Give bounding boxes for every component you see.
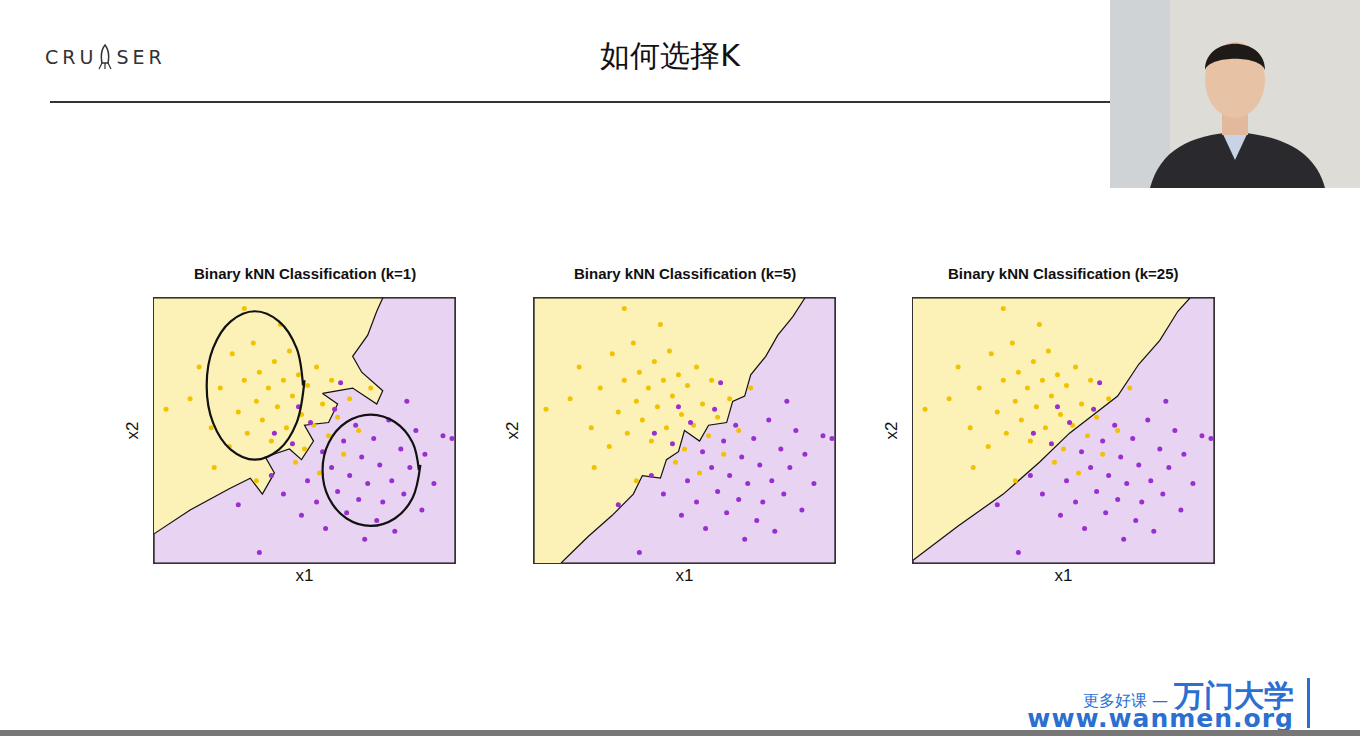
svg-text:Binary kNN Classification (k=2: Binary kNN Classification (k=25) bbox=[948, 265, 1179, 282]
svg-text:x1: x1 bbox=[296, 566, 314, 585]
html-text:www.wanmen.org: www.wanmen.org bbox=[1027, 704, 1294, 733]
svg-text:x2: x2 bbox=[123, 422, 142, 440]
svg-text:x2: x2 bbox=[503, 422, 522, 440]
svg-text:Binary kNN Classification (k=1: Binary kNN Classification (k=1) bbox=[194, 265, 416, 282]
svg-text:x2: x2 bbox=[882, 422, 901, 440]
html-text:更多好课 — 万门大学: 更多好课 — 万门大学 bbox=[1082, 678, 1294, 713]
html-text:如何选择K: 如何选择K bbox=[600, 38, 740, 73]
svg-text:x1: x1 bbox=[1055, 566, 1073, 585]
html-text:CRU: CRU bbox=[45, 46, 98, 68]
svg-text:x1: x1 bbox=[676, 566, 694, 585]
svg-text:Binary kNN Classification (k=5: Binary kNN Classification (k=5) bbox=[574, 265, 796, 282]
html-text:SER: SER bbox=[116, 46, 166, 68]
